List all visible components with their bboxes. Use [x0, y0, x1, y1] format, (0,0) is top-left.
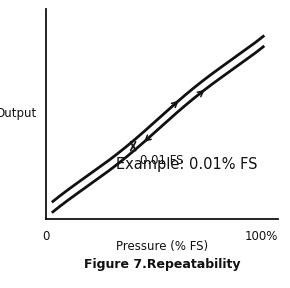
Text: 0: 0	[43, 230, 50, 243]
Text: Example: 0.01% FS: Example: 0.01% FS	[116, 157, 258, 172]
Text: Output: Output	[0, 107, 37, 120]
Text: Pressure (% FS): Pressure (% FS)	[116, 240, 209, 253]
Text: 0.01 FS: 0.01 FS	[139, 154, 183, 167]
Text: Figure 7.Repeatability: Figure 7.Repeatability	[84, 258, 241, 271]
Text: 100%: 100%	[245, 230, 278, 243]
